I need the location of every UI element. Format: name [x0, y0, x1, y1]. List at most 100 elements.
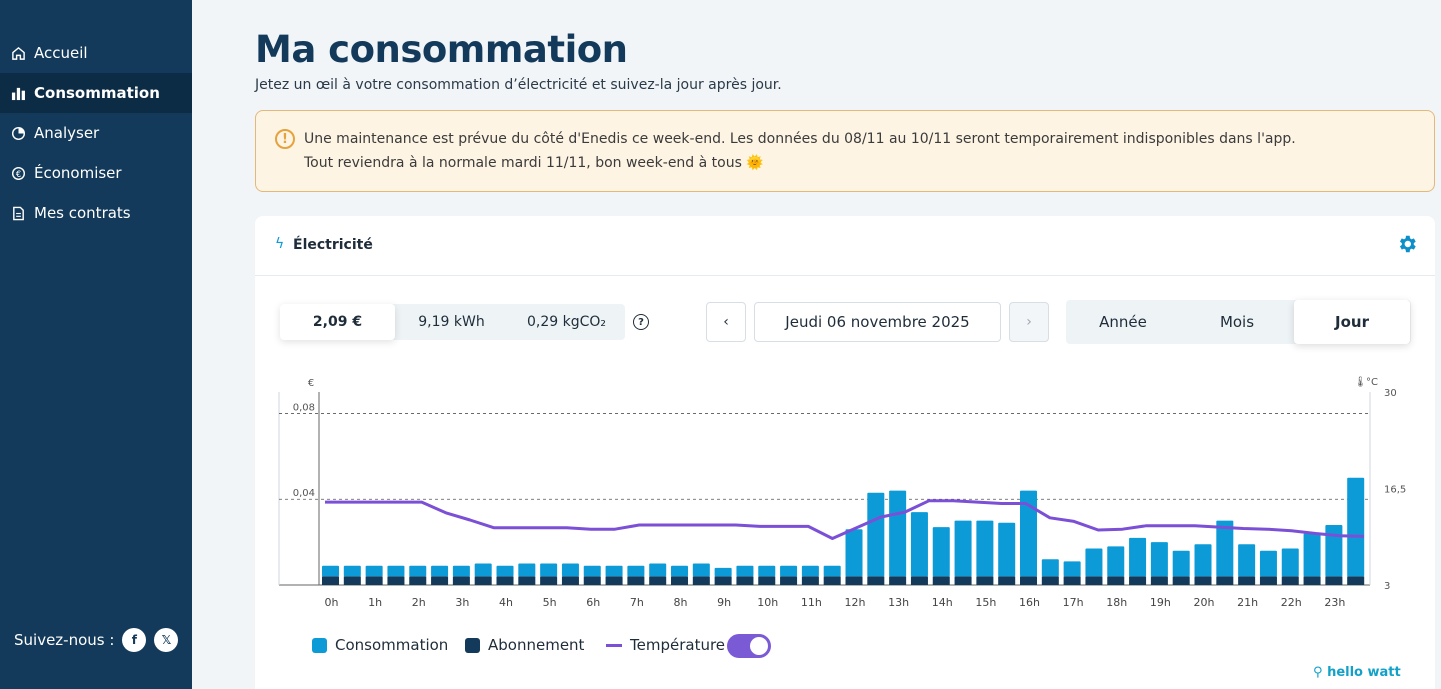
- facebook-icon[interactable]: f: [122, 628, 147, 652]
- subscription-bar: [1063, 576, 1081, 585]
- subscription-bar: [998, 576, 1016, 585]
- consumption-bar: [1281, 548, 1299, 577]
- x-tick-label: 21h: [1237, 596, 1258, 609]
- consumption-bar: [1020, 490, 1038, 577]
- consumption-bar: [736, 565, 754, 577]
- metric-co2[interactable]: 0,29 kgCO₂: [526, 314, 607, 330]
- consumption-bar: [1347, 477, 1365, 577]
- sidebar-item-analyser[interactable]: Analyser: [0, 113, 192, 153]
- warning-icon: !: [275, 129, 295, 149]
- y2-unit-label: °C: [1366, 377, 1378, 388]
- bar-chart-icon: [10, 85, 26, 101]
- subscription-bar: [954, 576, 972, 585]
- subscription-bar: [714, 576, 732, 585]
- page-subtitle: Jetez un œil à votre consommation d’élec…: [255, 77, 782, 93]
- sidebar-item-label: Économiser: [34, 164, 122, 182]
- legend-temperature: Température: [606, 636, 725, 654]
- subscription-bar: [823, 576, 841, 585]
- subscription-bar: [1347, 576, 1365, 585]
- temperature-line: [325, 499, 1365, 540]
- legend-consumption[interactable]: Consommation: [312, 636, 448, 654]
- gear-icon[interactable]: [1396, 233, 1418, 255]
- y2-tick-label: 16,5: [1384, 485, 1406, 496]
- sidebar-item-consommation[interactable]: Consommation: [0, 73, 192, 113]
- consumption-bar: [518, 563, 536, 577]
- legend-subscription[interactable]: Abonnement: [465, 636, 584, 654]
- consumption-bar: [1129, 537, 1147, 577]
- period-jour[interactable]: Jour: [1294, 300, 1410, 344]
- x-twitter-icon[interactable]: 𝕏: [154, 628, 179, 652]
- help-icon[interactable]: ?: [633, 314, 649, 330]
- metric-euro[interactable]: 2,09 €: [280, 304, 395, 340]
- y-unit-label: €: [308, 378, 314, 389]
- consumption-swatch: [312, 637, 327, 653]
- x-tick-label: 18h: [1106, 596, 1127, 609]
- consumption-bar: [322, 565, 340, 577]
- sidebar-item-economiser[interactable]: € Économiser: [0, 153, 192, 193]
- brand-label: hello watt: [1327, 665, 1401, 680]
- sidebar-item-mes-contrats[interactable]: Mes contrats: [0, 193, 192, 233]
- consumption-bar: [649, 563, 667, 577]
- consumption-bar: [452, 565, 470, 577]
- subscription-bar: [322, 576, 340, 585]
- subscription-bar: [649, 576, 667, 585]
- consumption-bar: [1063, 561, 1081, 577]
- subscription-bar: [1020, 576, 1038, 585]
- x-tick-label: 15h: [975, 596, 996, 609]
- x-tick-label: 11h: [801, 596, 822, 609]
- thermometer-icon: 🌡: [1354, 376, 1367, 388]
- subscription-bar: [496, 576, 514, 585]
- metric-kwh[interactable]: 9,19 kWh: [418, 314, 485, 330]
- consumption-bar: [845, 529, 863, 577]
- consumption-bar: [1194, 544, 1212, 577]
- document-icon: [10, 205, 26, 221]
- subscription-bar: [932, 576, 950, 585]
- sidebar: Accueil Consommation Analyser € Économis…: [0, 0, 192, 689]
- consumption-bar: [801, 565, 819, 577]
- y-tick-label: 0,08: [293, 402, 315, 413]
- page-title: Ma consommation: [255, 28, 628, 71]
- x-tick-label: 12h: [845, 596, 866, 609]
- y-tick-label: 0,04: [293, 488, 315, 499]
- subscription-bar: [801, 576, 819, 585]
- consumption-bar: [343, 565, 361, 577]
- consumption-bar: [605, 565, 623, 577]
- pin-icon: ⚲: [1313, 665, 1328, 680]
- consumption-bar: [998, 522, 1016, 577]
- sidebar-item-accueil[interactable]: Accueil: [0, 33, 192, 73]
- consumption-bar: [1107, 546, 1125, 577]
- subscription-bar: [605, 576, 623, 585]
- x-tick-label: 22h: [1281, 596, 1302, 609]
- card-title: Électricité: [293, 237, 373, 253]
- hello-watt-logo[interactable]: ⚲ hello watt: [1313, 665, 1401, 680]
- alert-line-2: Tout reviendra à la normale mardi 11/11,…: [304, 155, 764, 171]
- consumption-bar: [714, 567, 732, 577]
- temperature-swatch: [606, 643, 622, 647]
- period-annee[interactable]: Année: [1099, 313, 1147, 331]
- subscription-bar: [343, 576, 361, 585]
- consumption-bar: [954, 520, 972, 577]
- next-day-button[interactable]: ›: [1009, 302, 1049, 342]
- electricity-card: ϟ Électricité 2,09 € 9,19 kWh 0,29 kgCO₂…: [255, 216, 1435, 689]
- previous-day-button[interactable]: ‹: [706, 302, 746, 342]
- subscription-bar: [540, 576, 558, 585]
- subscription-bar: [889, 576, 907, 585]
- temperature-toggle[interactable]: [727, 634, 771, 658]
- subscription-bar: [1216, 576, 1234, 585]
- x-tick-label: 9h: [717, 596, 731, 609]
- consumption-bar: [540, 563, 558, 577]
- subscription-bar: [1238, 576, 1256, 585]
- subscription-bar: [1041, 576, 1059, 585]
- subscription-bar: [736, 576, 754, 585]
- x-tick-label: 1h: [368, 596, 382, 609]
- period-mois[interactable]: Mois: [1219, 313, 1255, 331]
- x-tick-label: 7h: [630, 596, 644, 609]
- subscription-bar: [1107, 576, 1125, 585]
- date-picker[interactable]: Jeudi 06 novembre 2025: [754, 302, 1001, 342]
- subscription-bar: [1129, 576, 1147, 585]
- subscription-bar: [758, 576, 776, 585]
- subscription-bar: [561, 576, 579, 585]
- x-tick-label: 19h: [1150, 596, 1171, 609]
- consumption-bar: [1150, 542, 1168, 577]
- card-header: ϟ Électricité: [255, 216, 1435, 276]
